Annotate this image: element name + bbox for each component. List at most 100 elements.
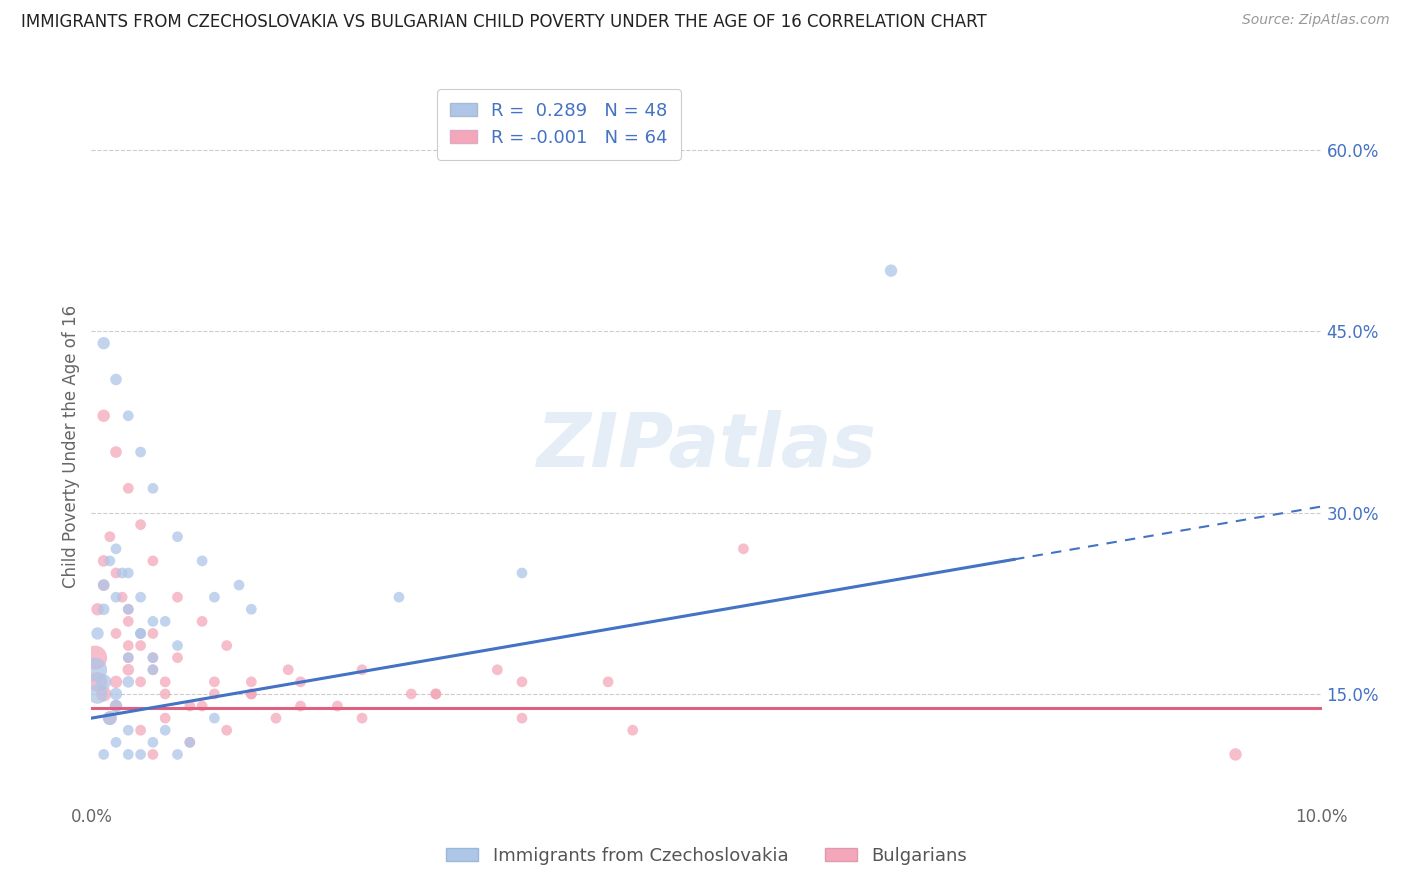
Point [240,687,263,701]
Point [93,578,115,592]
Point [105,590,127,604]
Point [93,602,115,616]
Point [86,674,108,689]
Point [179,699,201,714]
Point [129,626,152,640]
Point [596,674,619,689]
Point [93,687,115,701]
Point [153,687,177,701]
Point [117,650,139,665]
Point [84,663,107,677]
Point [105,626,127,640]
Point [290,674,312,689]
Point [93,554,115,568]
Point [117,650,139,665]
Point [880,263,903,277]
Point [105,541,127,556]
Point [191,615,214,629]
Point [142,663,165,677]
Point [105,699,127,714]
Point [86,602,108,616]
Point [129,747,152,762]
Point [111,566,134,580]
Point [425,687,447,701]
Point [105,674,127,689]
Point [142,650,165,665]
Point [153,615,177,629]
Point [129,639,152,653]
Point [228,578,250,592]
Point [350,663,373,677]
Point [166,747,188,762]
Point [399,687,422,701]
Point [86,626,108,640]
Point [202,590,225,604]
Point [117,602,139,616]
Point [191,699,214,714]
Point [166,650,188,665]
Text: Source: ZipAtlas.com: Source: ZipAtlas.com [1241,13,1389,28]
Point [240,602,263,616]
Y-axis label: Child Poverty Under the Age of 16: Child Poverty Under the Age of 16 [62,304,80,588]
Point [733,541,755,556]
Point [191,554,214,568]
Point [93,747,115,762]
Point [98,711,121,725]
Point [117,747,139,762]
Point [117,409,139,423]
Point [510,566,533,580]
Point [129,626,152,640]
Point [98,554,121,568]
Point [1225,747,1247,762]
Point [166,590,188,604]
Point [129,674,152,689]
Point [98,711,121,725]
Point [117,674,139,689]
Point [117,663,139,677]
Point [202,711,225,725]
Point [142,554,165,568]
Point [153,723,177,738]
Point [86,687,108,701]
Point [105,699,127,714]
Point [111,590,134,604]
Point [142,747,165,762]
Point [264,711,287,725]
Point [166,639,188,653]
Point [117,481,139,495]
Point [142,650,165,665]
Point [129,723,152,738]
Point [105,445,127,459]
Point [93,674,115,689]
Point [105,566,127,580]
Point [129,517,152,532]
Point [129,590,152,604]
Point [105,687,127,701]
Point [117,639,139,653]
Point [142,615,165,629]
Point [425,687,447,701]
Point [179,735,201,749]
Point [202,687,225,701]
Point [93,336,115,351]
Point [277,663,299,677]
Point [215,639,238,653]
Point [486,663,509,677]
Point [105,735,127,749]
Point [240,687,263,701]
Point [326,699,349,714]
Point [388,590,411,604]
Point [153,711,177,725]
Point [93,578,115,592]
Point [179,735,201,749]
Point [290,699,312,714]
Point [84,650,107,665]
Point [215,723,238,738]
Text: IMMIGRANTS FROM CZECHOSLOVAKIA VS BULGARIAN CHILD POVERTY UNDER THE AGE OF 16 CO: IMMIGRANTS FROM CZECHOSLOVAKIA VS BULGAR… [21,13,987,31]
Point [117,723,139,738]
Point [105,372,127,386]
Point [142,663,165,677]
Point [350,711,373,725]
Point [98,530,121,544]
Point [93,409,115,423]
